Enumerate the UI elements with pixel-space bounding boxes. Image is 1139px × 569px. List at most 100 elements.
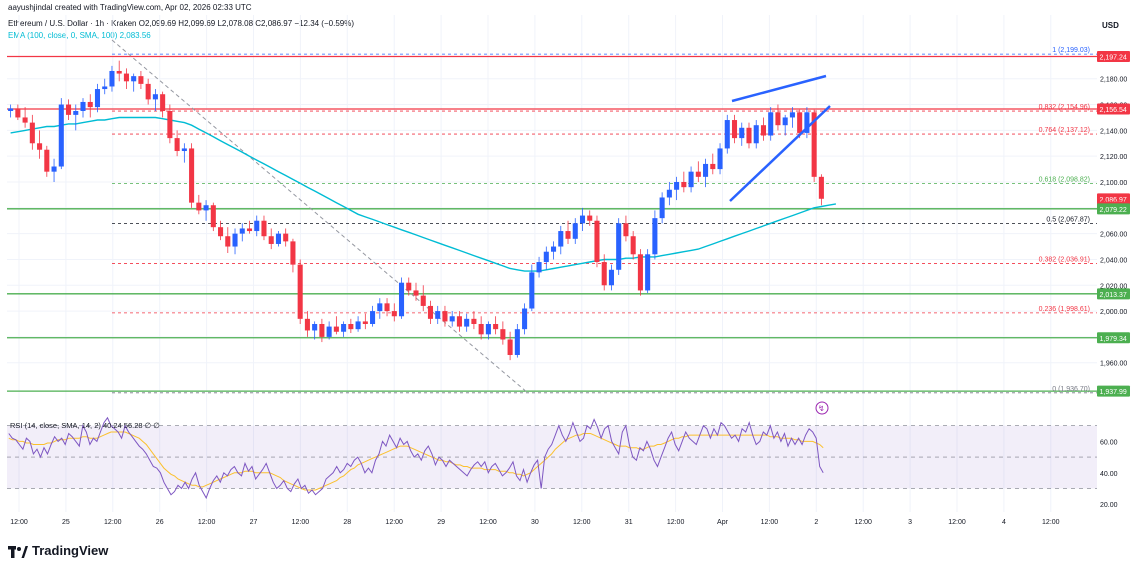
candle[interactable] — [225, 227, 231, 253]
candle[interactable] — [297, 259, 303, 324]
candle[interactable] — [478, 316, 484, 340]
candle[interactable] — [818, 174, 824, 206]
candle[interactable] — [152, 89, 158, 111]
candle[interactable] — [688, 166, 694, 193]
candle[interactable] — [782, 114, 788, 136]
candle[interactable] — [239, 223, 245, 242]
candle[interactable] — [189, 143, 195, 208]
candle[interactable] — [717, 143, 723, 175]
candle[interactable] — [123, 68, 129, 90]
candle[interactable] — [268, 228, 274, 250]
candle[interactable] — [37, 130, 43, 159]
candle[interactable] — [435, 305, 441, 324]
candle[interactable] — [362, 313, 368, 330]
candle[interactable] — [102, 78, 108, 95]
candle[interactable] — [464, 313, 470, 332]
candle[interactable] — [551, 241, 557, 260]
candle[interactable] — [254, 215, 260, 237]
candle[interactable] — [283, 228, 289, 247]
candle[interactable] — [210, 202, 216, 232]
candle[interactable] — [768, 107, 774, 141]
candle[interactable] — [456, 311, 462, 332]
candle[interactable] — [131, 73, 137, 92]
candle[interactable] — [558, 225, 564, 255]
candle[interactable] — [442, 305, 448, 327]
candle[interactable] — [739, 122, 745, 146]
candle[interactable] — [601, 254, 607, 291]
candle[interactable] — [449, 311, 455, 327]
candle[interactable] — [87, 94, 93, 118]
candle[interactable] — [616, 218, 622, 275]
candle[interactable] — [232, 228, 238, 255]
candle[interactable] — [630, 231, 636, 260]
candle[interactable] — [22, 107, 28, 128]
candle[interactable] — [514, 324, 520, 358]
candle[interactable] — [529, 264, 535, 312]
candle[interactable] — [370, 305, 376, 327]
candle[interactable] — [587, 210, 593, 226]
candle[interactable] — [674, 176, 680, 201]
candle[interactable] — [724, 114, 730, 154]
candle[interactable] — [406, 277, 412, 296]
candle[interactable] — [608, 264, 614, 291]
candle[interactable] — [391, 303, 397, 322]
candle[interactable] — [637, 249, 643, 296]
candle[interactable] — [746, 122, 752, 149]
candle[interactable] — [507, 331, 513, 361]
candle[interactable] — [80, 98, 86, 118]
candle[interactable] — [44, 145, 50, 177]
candle[interactable] — [348, 318, 354, 334]
wedge-lower-trendline[interactable] — [729, 105, 831, 202]
candle[interactable] — [8, 104, 14, 118]
wedge-upper-trendline[interactable] — [731, 74, 827, 103]
candle[interactable] — [29, 114, 35, 150]
candle[interactable] — [116, 60, 122, 82]
candle[interactable] — [261, 215, 267, 241]
candle[interactable] — [666, 182, 672, 206]
candle[interactable] — [695, 161, 701, 182]
candle[interactable] — [51, 158, 57, 182]
candle[interactable] — [420, 285, 426, 312]
candle[interactable] — [203, 200, 209, 221]
candle[interactable] — [485, 321, 491, 340]
candle[interactable] — [275, 231, 281, 247]
candle[interactable] — [65, 99, 72, 121]
candle[interactable] — [775, 104, 781, 131]
candle[interactable] — [145, 78, 151, 105]
candle[interactable] — [181, 143, 187, 163]
candle[interactable] — [804, 107, 810, 139]
candle[interactable] — [109, 65, 115, 92]
candle[interactable] — [703, 158, 709, 188]
candle[interactable] — [196, 194, 202, 215]
candle[interactable] — [377, 298, 383, 319]
candle[interactable] — [522, 303, 528, 335]
candle[interactable] — [341, 321, 347, 337]
candle[interactable] — [710, 153, 716, 175]
candle[interactable] — [246, 220, 253, 234]
candle[interactable] — [319, 318, 325, 343]
candle[interactable] — [167, 104, 173, 144]
candle[interactable] — [304, 311, 310, 337]
candle[interactable] — [565, 220, 571, 244]
candle[interactable] — [760, 117, 767, 141]
candle[interactable] — [384, 298, 390, 317]
candle[interactable] — [645, 249, 651, 294]
candle[interactable] — [500, 321, 506, 345]
alert-icon[interactable]: ↯ — [815, 401, 829, 415]
candle[interactable] — [326, 321, 332, 340]
candle[interactable] — [731, 114, 738, 144]
candle[interactable] — [312, 321, 318, 340]
candle[interactable] — [681, 171, 687, 193]
candle[interactable] — [73, 104, 79, 131]
candle[interactable] — [789, 107, 795, 128]
candle[interactable] — [536, 256, 542, 278]
candle[interactable] — [594, 215, 600, 268]
candle[interactable] — [58, 98, 64, 170]
candle[interactable] — [355, 316, 361, 332]
candle[interactable] — [572, 218, 578, 244]
candle[interactable] — [174, 130, 180, 157]
candle[interactable] — [579, 207, 586, 232]
candle[interactable] — [427, 300, 434, 324]
candle[interactable] — [493, 316, 499, 335]
